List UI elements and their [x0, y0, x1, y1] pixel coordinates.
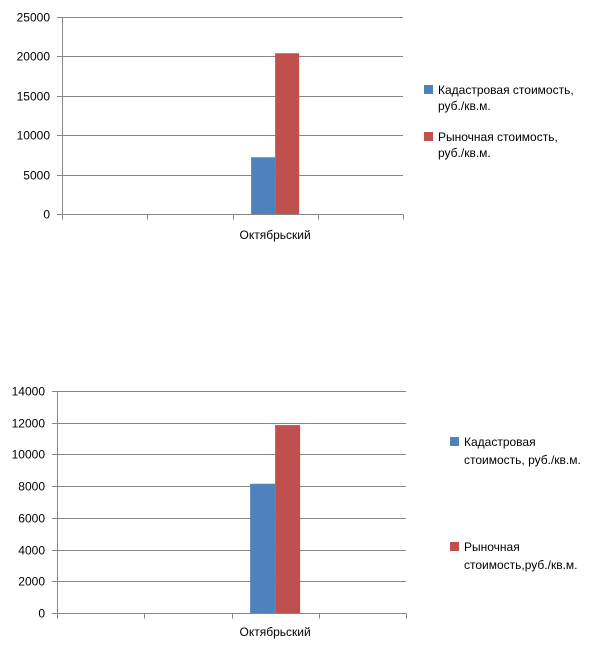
legend-swatch [450, 437, 459, 446]
chart-bottom: 0 2000 4000 6000 8000 10000 12000 14000 Октябрьс… [12, 385, 581, 640]
bar-cadastral [250, 483, 276, 613]
bar-market [275, 425, 301, 613]
legend-label: стоимость, руб./кв.м. [464, 453, 581, 467]
legend-swatch [450, 542, 459, 551]
legend: Кадастровая стоимость, руб./кв.м. Рыночная… [450, 435, 581, 572]
y-tick-label: 4000 [18, 544, 45, 558]
legend-label: Рыночная стоимость, [438, 130, 558, 144]
bar-market [275, 53, 300, 214]
y-tick-label: 25000 [17, 11, 51, 25]
legend-swatch [424, 85, 433, 94]
y-tick-label: 20000 [17, 50, 51, 64]
legend-label: Рыночная [464, 540, 520, 554]
legend-label: руб./кв.м. [438, 99, 491, 113]
y-tick-label: 2000 [18, 575, 45, 589]
y-tick-label: 0 [38, 607, 45, 621]
bar-cadastral [251, 157, 276, 214]
x-category-label: Октябрьский [240, 228, 311, 242]
x-category-label: Октябрьский [240, 625, 311, 639]
y-tick-label: 8000 [18, 480, 45, 494]
y-tick-label: 15000 [17, 90, 51, 104]
y-tick-label: 0 [43, 208, 50, 222]
y-tick-label: 10000 [17, 129, 51, 143]
chart-top: 0 5000 10000 15000 20000 25000 Октябрьский Када… [17, 11, 574, 243]
legend-label: Кадастровая [464, 435, 536, 449]
legend-label: руб./кв.м. [438, 146, 491, 160]
y-tick-label: 14000 [12, 385, 46, 399]
legend-label: стоимость,руб./кв.м. [464, 558, 578, 572]
y-tick-label: 10000 [12, 448, 46, 462]
legend-swatch [424, 132, 433, 141]
y-tick-label: 12000 [12, 417, 46, 431]
legend-label: Кадастровая стоимость, [438, 83, 574, 97]
y-tick-label: 5000 [23, 169, 50, 183]
legend: Кадастровая стоимость, руб./кв.м. Рыночная… [424, 83, 574, 160]
y-tick-label: 6000 [18, 512, 45, 526]
